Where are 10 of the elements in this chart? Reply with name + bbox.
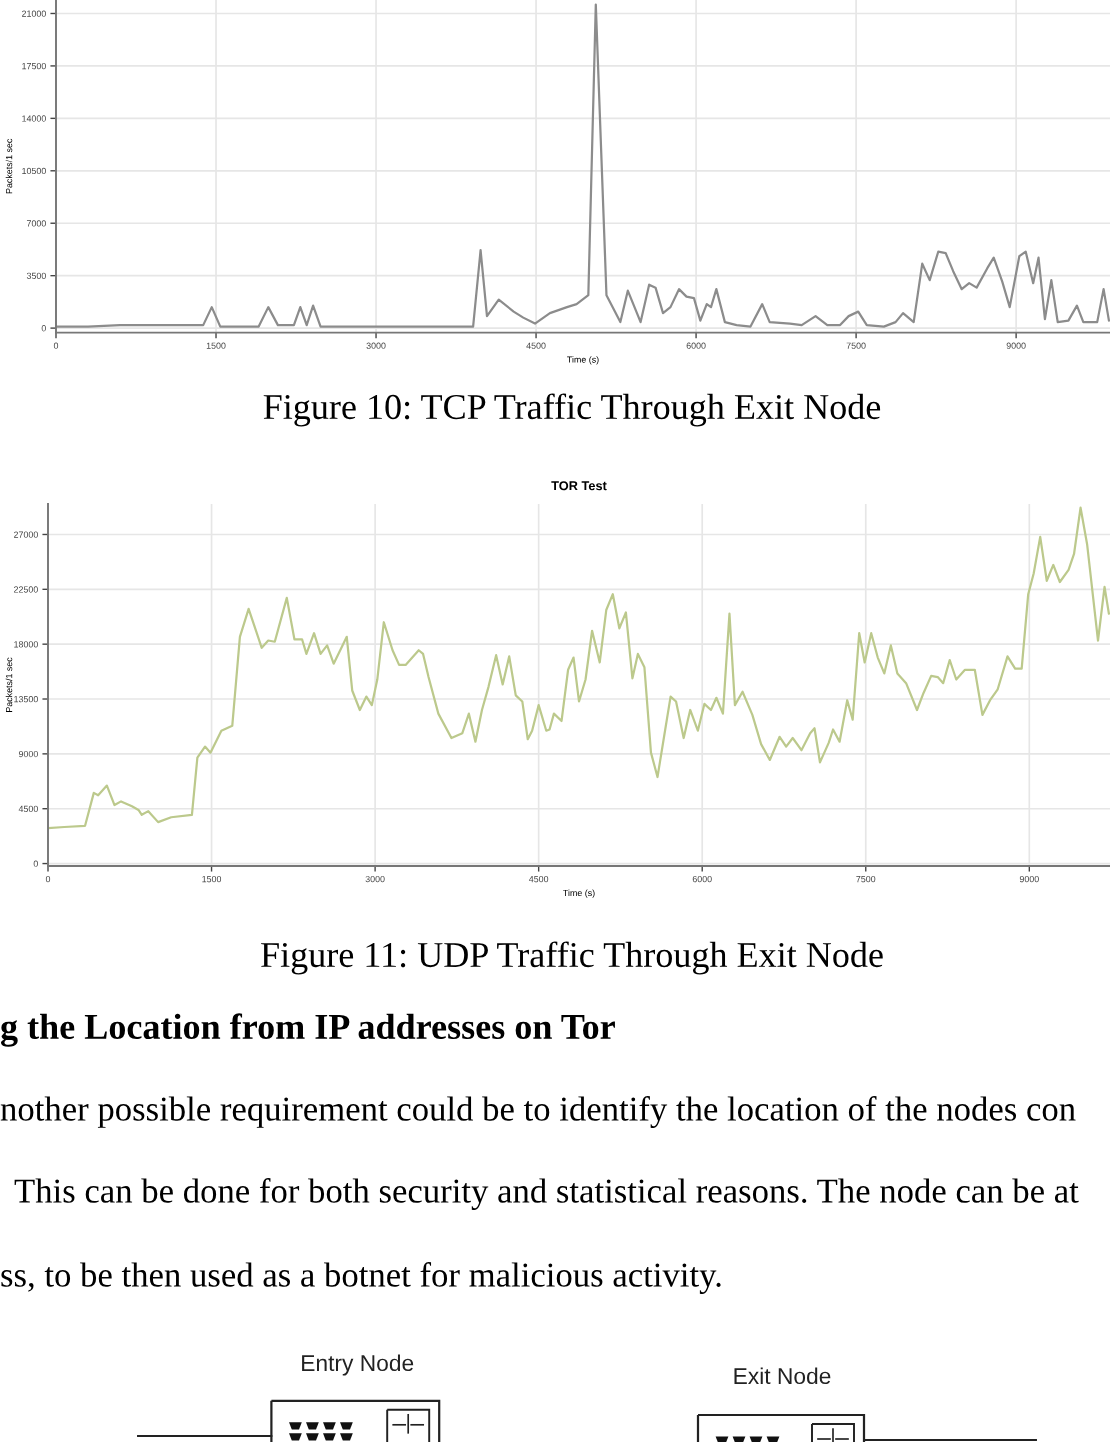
text: ss, to be then used as a botnet for malicious activity. [1,1262,721,1294]
category-label: Exit Node [734,1367,831,1385]
text: This can be done for both security and statistical reasons. The node can be at [14,1178,1079,1210]
category-label: Entry Node [302,1354,414,1376]
line-series [48,506,1110,830]
text: g the Location from IP addresses on Tor [0,1013,615,1047]
caption: Figure 11: UDP Traffic Through Exit Node [261,941,883,975]
text: nother possible requirement could be to identify the location of the nodes con [0,1096,1076,1128]
line-series [56,3,1110,328]
caption: Figure 10: TCP Traffic Through Exit Node [263,393,881,427]
